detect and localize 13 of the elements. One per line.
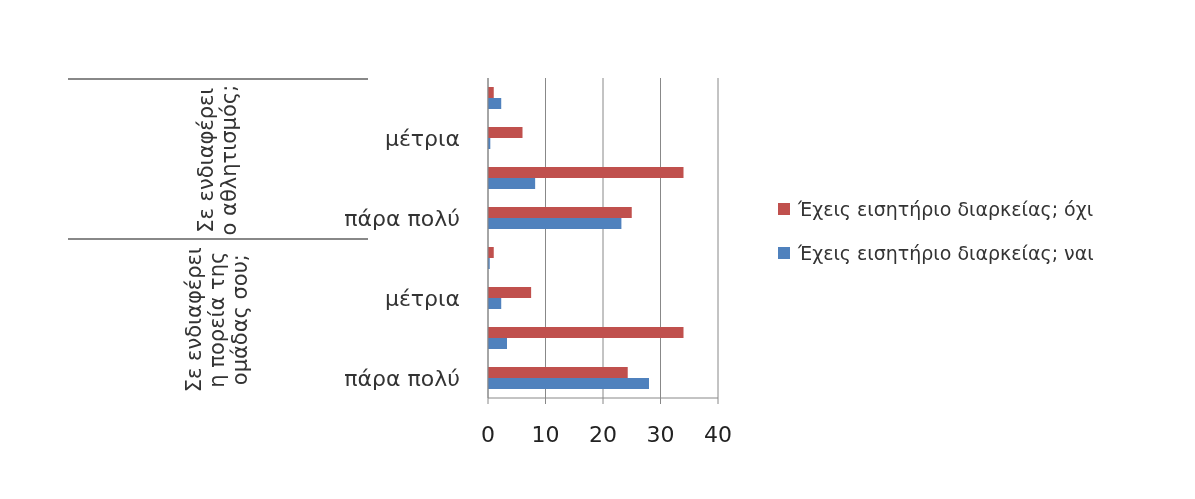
y-tick-label: μέτρια: [384, 125, 460, 151]
y-tick-label: πάρα πολύ: [344, 205, 460, 231]
x-tick-label: 30: [646, 421, 675, 447]
y-tick-label: πάρα πολύ: [344, 365, 460, 391]
x-tick-label: 10: [531, 421, 560, 447]
x-tick-label: 20: [589, 421, 617, 447]
text: Σε ενδιαφέρει ο αθλητισμός;: [193, 84, 242, 236]
legend-label: Έχεις εισητήριο διαρκείας; όχι: [798, 198, 1094, 220]
text: Σε ενδιαφέρει η πορεία της ομάδας σου;: [182, 246, 253, 395]
x-tick-label: 0: [481, 421, 495, 447]
y-tick-label: μέτρια: [384, 285, 460, 311]
legend-label: Έχεις εισητήριο διαρκείας; ναι: [798, 242, 1094, 264]
x-tick-label: 40: [704, 421, 732, 447]
